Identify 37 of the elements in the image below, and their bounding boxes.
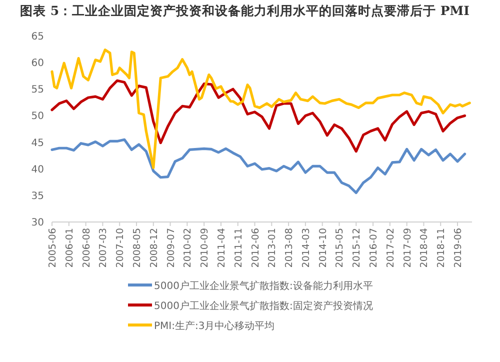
legend-label: PMI:生产:3月中心移动平均 xyxy=(154,320,275,332)
x-tick-label: 2013-01 xyxy=(267,228,278,268)
x-tick-label: 2009-07 xyxy=(166,228,177,268)
x-tick-label: 2008-12 xyxy=(148,228,160,268)
y-tick-label: 60 xyxy=(31,58,44,70)
x-tick-label: 2006-01 xyxy=(64,228,76,268)
y-tick-label: 55 xyxy=(31,84,44,96)
x-tick-label: 2018-04 xyxy=(419,228,430,268)
x-tick-label: 2014-03 xyxy=(300,228,312,268)
x-tick-label: 2012-06 xyxy=(250,228,262,268)
x-tick-label: 2015-05 xyxy=(334,228,346,268)
x-tick-label: 2008-05 xyxy=(132,228,143,268)
x-tick-label: 2016-07 xyxy=(368,228,380,268)
title: 图表 5：工业企业固定资产投资和设备能力利用水平的回落时点要滞后于 PMI xyxy=(20,3,470,18)
y-tick-label: 50 xyxy=(31,111,44,122)
x-tick-label: 2005-06 xyxy=(48,228,58,268)
x-tick-label: 2011-11 xyxy=(233,228,244,268)
x-tick-label: 2017-02 xyxy=(385,228,396,268)
x-tick-label: 2010-02 xyxy=(182,228,194,268)
y-tick-label: 45 xyxy=(31,138,44,149)
x-tick-label: 2007-03 xyxy=(98,228,110,268)
x-tick-label: 2019-06 xyxy=(453,228,464,268)
y-tick-label: 35 xyxy=(31,190,44,202)
x-tick-label: 2013-08 xyxy=(284,228,296,268)
y-tick-label: 65 xyxy=(31,32,44,42)
x-tick-label: 2015-12 xyxy=(352,228,363,268)
x-tick-label: 2017-09 xyxy=(402,228,414,268)
y-tick-label: 30 xyxy=(31,218,44,228)
legend-label: 5000户工业企业景气扩散指数:固定资产投资情况 xyxy=(154,300,373,312)
x-tick-label: 2014-10 xyxy=(318,228,329,268)
x-tick-label: 2011-04 xyxy=(216,228,228,268)
y-tick-label: 40 xyxy=(31,164,44,176)
x-tick-label: 2007-10 xyxy=(115,228,126,268)
legend-label: 5000户工业企业景气扩散指数:设备能力利用水平 xyxy=(154,280,373,292)
x-tick-label: 2018-11 xyxy=(436,228,448,268)
x-tick-label: 2006-08 xyxy=(81,228,92,268)
x-tick-label: 2010-09 xyxy=(200,228,211,268)
